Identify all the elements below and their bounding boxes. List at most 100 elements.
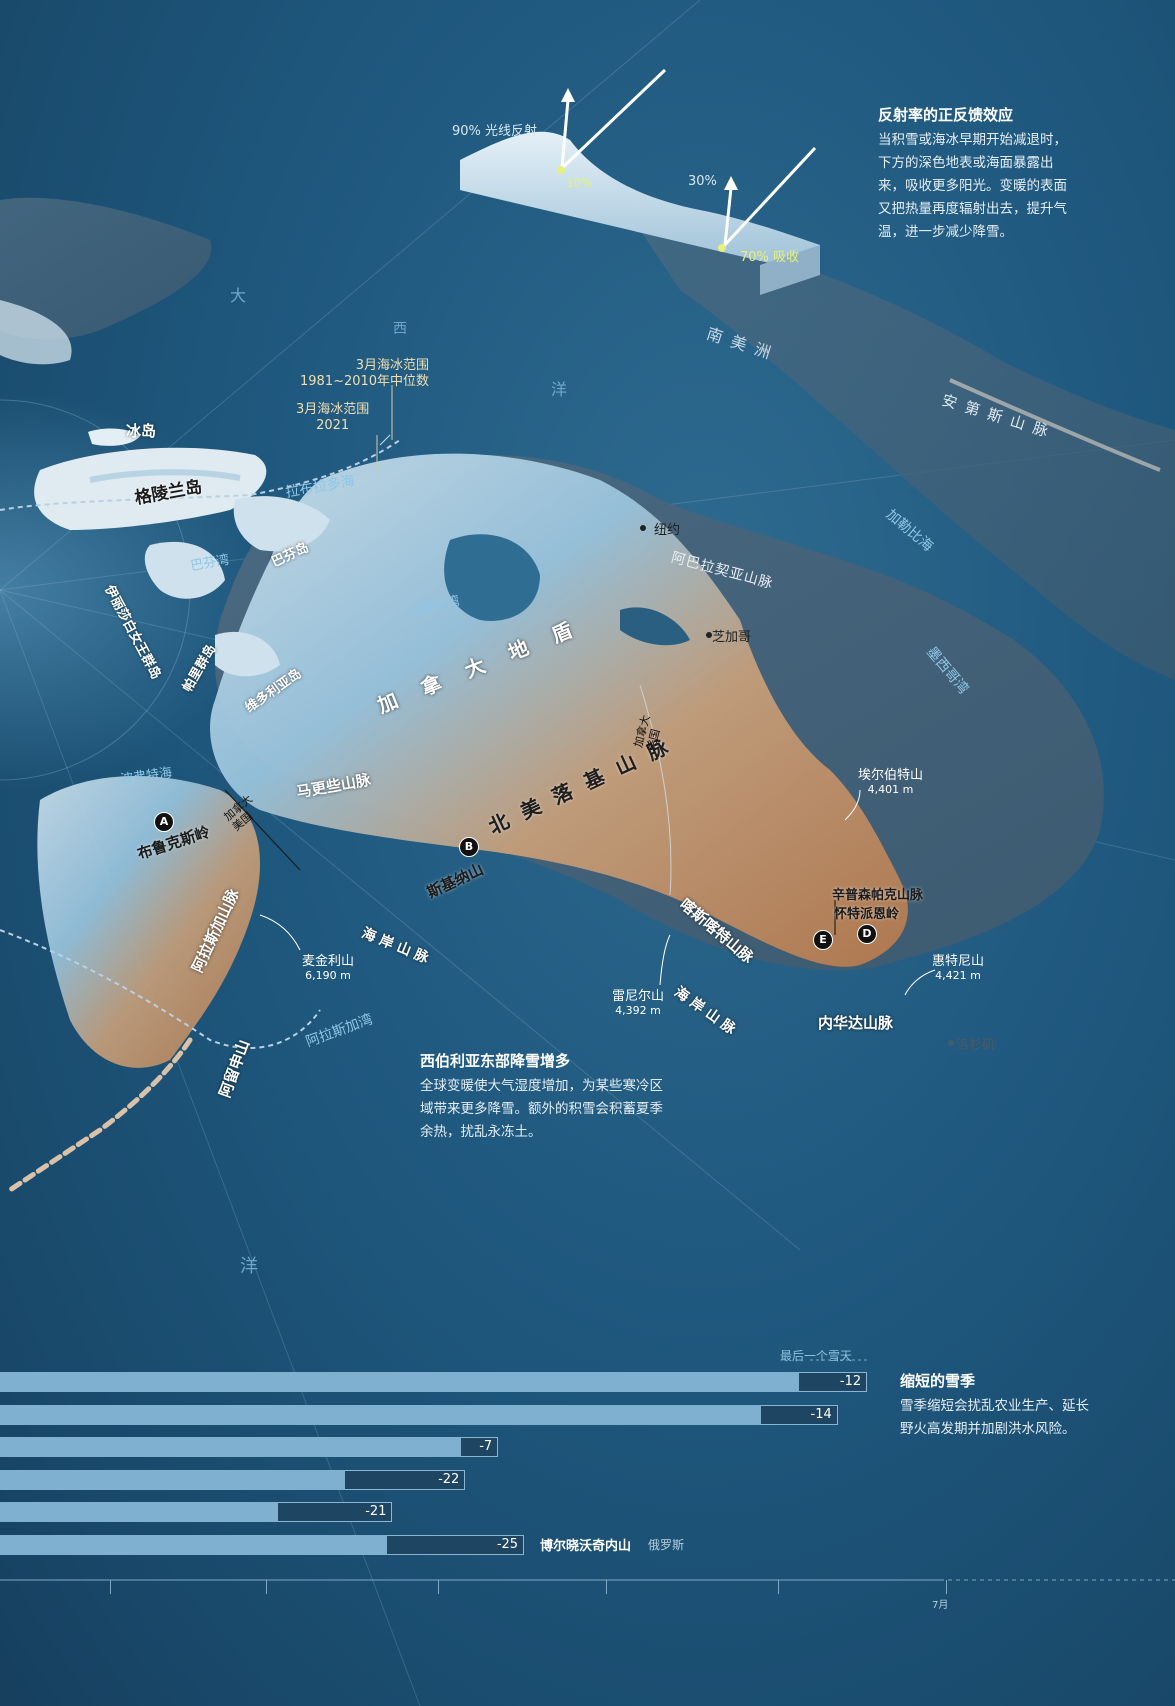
new-york-label: 纽约 [654,523,681,538]
alaska-landmass [37,776,261,1068]
incoming-light-ray-1 [558,68,667,172]
snow-bar-row: -22 [0,1469,1175,1490]
reflect30-label: 30% [688,174,717,189]
reflected-ray-1 [560,99,570,169]
siberia-note-body: 全球变暖使大气湿度增加，为某些寒冷区域带来更多降雪。额外的积雪会积蓄夏季余热，扰… [420,1078,663,1140]
hudson-bay [444,534,540,621]
iceland-label: 冰岛 [126,422,157,440]
snow-bar-fill [0,1502,279,1523]
axis-tick [438,1580,439,1594]
axis-tick [946,1580,947,1594]
whitney-leader [904,969,936,996]
snow-bar-value: -7 [479,1439,493,1455]
snow-bar-value: -21 [365,1504,387,1520]
absorb10-label: 10% [566,176,593,190]
snow-bar-row: -25 [0,1535,1175,1555]
siberia-note: 西伯利亚东部降雪增多 全球变暖使大气湿度增加，为某些寒冷区域带来更多降雪。额外的… [420,1050,670,1144]
victoria-island [215,631,280,677]
wasatch-label: 辛普森帕克山脉 [832,888,924,903]
absorb-point-1 [557,166,565,174]
albedo-note-body: 当积雪或海冰早期开始减退时，下方的深色地表或海面暴露出来，吸收更多阳光。变暖的表… [878,132,1067,240]
greenland-landmass [34,447,267,530]
snow-bar-fill [0,1404,762,1425]
atlantic-label-1: 大 [230,286,247,305]
axis-label-july: 7月 [932,1600,949,1611]
axis-tick [110,1580,111,1594]
peak-whitney-elev: 4,421 m [935,969,981,982]
snow-bar-row: -12 [0,1372,1175,1392]
snow-bar-value: -22 [438,1471,460,1487]
snow-bar-row: -21 [0,1502,1175,1523]
snow-bar-row: -14 [0,1404,1175,1425]
peak-rainier: 雷尼尔山 4,392 m [612,985,664,1017]
season-note-body: 雪季缩短会扰乱农业生产、延长野火高发期并加剧洪水风险。 [900,1398,1089,1437]
elbert-leader [844,789,861,821]
peak-mckinley-elev: 6,190 m [305,969,351,982]
iceland-landmass [88,428,140,446]
reflected-ray-2 [723,187,733,246]
andes-ridge [949,378,1161,472]
alaska-canada-border [224,789,301,871]
axis-tick [778,1580,779,1594]
absorb-point-2 [718,244,726,252]
season-note-title: 缩短的雪季 [900,1372,976,1390]
uinta-label: 怀特派恩岭 [834,907,900,922]
marker-d: D [857,924,877,944]
aleutian-chain [7,1037,193,1193]
la-dot [948,1040,954,1046]
peak-mckinley-name: 麦金利山 [302,954,355,969]
peak-elbert: 埃尔伯特山 4,401 m [858,764,923,796]
snow-anomaly-area [210,453,908,967]
snow-bar-fill [0,1469,346,1490]
peak-rainier-elev: 4,392 m [615,1004,661,1017]
snow-bar-value: -12 [839,1374,862,1389]
atlantic-label-2: 西 [393,321,407,337]
axis-tick [266,1580,267,1594]
last-row-country: 俄罗斯 [648,1538,685,1552]
peak-rainier-name: 雷尼尔山 [612,989,665,1004]
chicago-label: 芝加哥 [712,630,752,645]
europe-landmass [0,197,212,340]
snow-bar-row: -7 [0,1437,1175,1458]
qe-islands [144,541,225,599]
snow-bar-value: -14 [810,1406,832,1422]
marker-e: E [813,930,833,950]
siberia-note-title: 西伯利亚东部降雪增多 [420,1052,571,1070]
snow-bar-fill [0,1535,387,1555]
sea-ice-2021-line [0,439,401,511]
snow-bar-value: -25 [496,1537,519,1552]
peak-whitney-name: 惠特尼山 [932,954,985,969]
atlantic-label-3: 洋 [551,380,568,399]
snow-bar-fill [0,1437,461,1458]
season-note: 缩短的雪季 雪季缩短会扰乱农业生产、延长野火高发期并加剧洪水风险。 [900,1370,1090,1441]
scandinavia-snow [0,300,72,365]
albedo-note: 反射率的正反馈效应 当积雪或海冰早期开始减退时，下方的深色地表或海面暴露出来，吸… [878,104,1078,244]
reflect90-label: 90% 光线反射 [452,124,538,139]
baffin-island [233,496,330,552]
incoming-light-ray-2 [720,146,817,250]
peak-elbert-elev: 4,401 m [867,783,914,796]
great-lakes [620,607,690,646]
rainier-leader [659,934,671,986]
sea-ice-2021-label: 3月海冰范围 2021 [296,402,370,433]
chicago-dot [706,632,712,638]
absorb70-label: 70% 吸收 [740,250,800,265]
los-angeles-label: 洛杉矶 [956,1038,996,1053]
new-york-dot [640,525,646,531]
pacific-label: 洋 [240,1256,258,1277]
marker-b: B [459,837,479,857]
peak-mckinley: 麦金利山 6,190 m [302,950,354,982]
mckinley-leader [259,914,301,951]
marker-a: A [154,812,174,832]
peak-elbert-name: 埃尔伯特山 [858,768,924,783]
last-row-name: 博尔晓沃奇内山 [540,1539,632,1554]
snow-bar-fill [0,1372,799,1392]
sierra-nevada-label: 内华达山脉 [818,1014,894,1032]
peak-whitney: 惠特尼山 4,421 m [932,950,984,982]
albedo-note-title: 反射率的正反馈效应 [878,106,1014,124]
axis-tick [606,1580,607,1594]
canada-us-border [639,684,672,896]
south-america-landmass [640,230,1175,680]
